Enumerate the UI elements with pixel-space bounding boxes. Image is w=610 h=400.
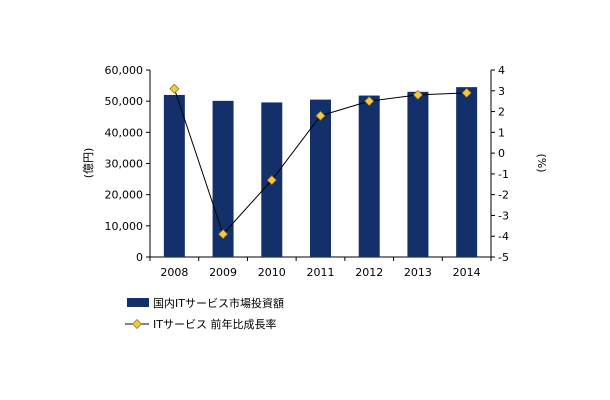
legend-bar-label: 国内ITサービス市場投資額	[153, 296, 284, 310]
y-right-tick-label: 3	[498, 85, 505, 98]
y-left-tick-label: 30,000	[105, 158, 144, 171]
y-left-ticks: 0 10,000 20,000 30,000 40,000 50,000 60,000	[105, 64, 150, 264]
y-left-axis-title: (億円)	[82, 148, 95, 179]
legend: 国内ITサービス市場投資額 ITサービス 前年比成長率	[125, 296, 284, 331]
y-left-tick-label: 10,000	[105, 220, 144, 233]
bar	[358, 95, 380, 257]
line-point	[218, 229, 229, 240]
legend-bar-swatch	[127, 298, 149, 307]
y-right-axis-title: (%)	[535, 153, 548, 172]
legend-line-marker	[132, 319, 142, 329]
y-right-tick-label: 0	[498, 147, 505, 160]
x-tick-label: 2012	[355, 266, 383, 279]
line-point	[315, 110, 326, 121]
line-point	[412, 89, 423, 100]
x-ticks: 2008 2009 2010 2011 2012 2013 2014	[149, 257, 492, 279]
line-point	[461, 87, 472, 98]
y-right-tick-label: -5	[498, 251, 509, 264]
y-left-tick-label: 60,000	[105, 64, 144, 77]
y-left-tick-label: 20,000	[105, 189, 144, 202]
x-tick-label: 2014	[453, 266, 481, 279]
y-left-tick-label: 0	[136, 251, 143, 264]
line-point	[266, 175, 277, 186]
x-tick-label: 2009	[209, 266, 237, 279]
y-right-ticks: -5 -4 -3 -2 -1 0 1 2 3 4	[491, 64, 509, 264]
x-tick-label: 2013	[404, 266, 432, 279]
y-right-tick-label: -1	[498, 168, 509, 181]
x-tick-label: 2008	[160, 266, 188, 279]
y-right-tick-label: -3	[498, 209, 509, 222]
x-tick-label: 2010	[258, 266, 286, 279]
y-right-tick-label: -2	[498, 189, 509, 202]
y-right-tick-label: 1	[498, 126, 505, 139]
y-left-tick-label: 40,000	[105, 126, 144, 139]
x-tick-label: 2011	[307, 266, 335, 279]
legend-line-label: ITサービス 前年比成長率	[153, 317, 276, 331]
bar	[456, 87, 478, 258]
y-right-tick-label: 4	[498, 64, 505, 77]
y-left-tick-label: 50,000	[105, 95, 144, 108]
line-series	[169, 83, 472, 240]
bar	[407, 91, 429, 257]
y-right-tick-label: 2	[498, 106, 505, 119]
line-point	[364, 96, 375, 107]
y-right-tick-label: -4	[498, 230, 509, 243]
line-point	[169, 83, 180, 94]
bar	[310, 99, 331, 257]
bar	[163, 94, 185, 257]
